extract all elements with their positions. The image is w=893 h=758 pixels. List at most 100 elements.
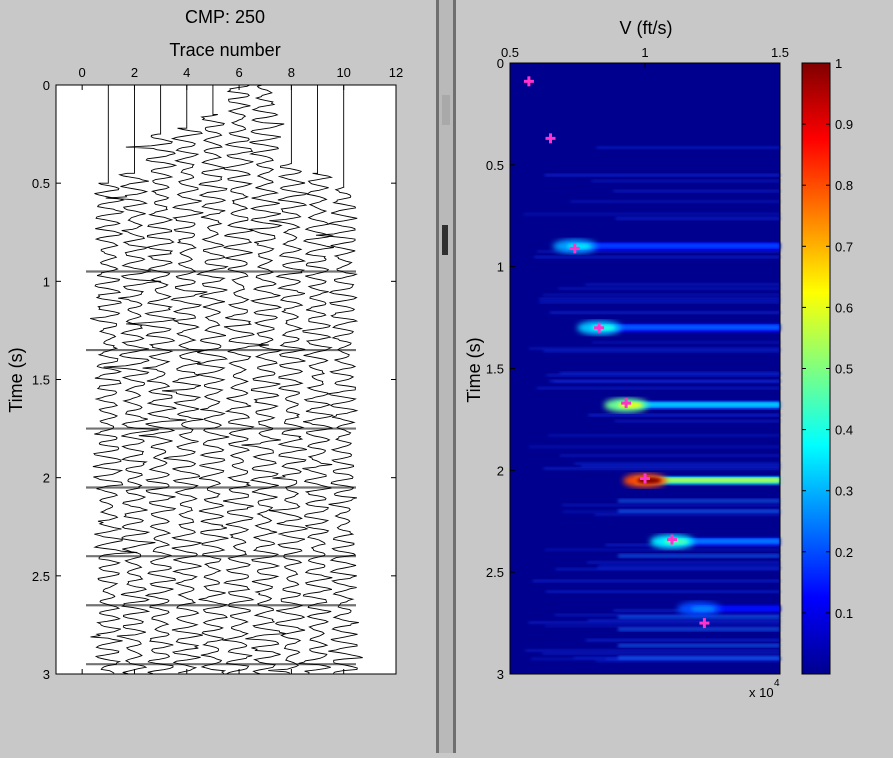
semblance-streak (588, 413, 780, 417)
semblance-streak (580, 464, 780, 468)
semblance-streak (532, 579, 780, 583)
semblance-streak (544, 548, 780, 552)
semblance-streak (561, 503, 780, 507)
semblance-streak (594, 513, 780, 517)
gather-x-tick-label: 0 (79, 65, 86, 80)
semblance-streak (554, 613, 780, 617)
semblance-chart: V (ft/s) Time (s) 0.5 1 1.5 00.511.522.53 … (464, 18, 853, 700)
colorbar-tick-label: 0.3 (835, 484, 853, 499)
semblance-y-tick-label: 1.5 (486, 362, 504, 377)
semblance-x-tick-label: 1 (641, 45, 648, 60)
semblance-streak (574, 462, 780, 466)
semblance-streak (539, 300, 780, 304)
velocity-pick[interactable] (569, 243, 580, 254)
gather-x-ticks: 0 2 4 6 8 10 12 (79, 65, 403, 674)
semblance-streak (548, 433, 780, 437)
seismic-trace (241, 84, 286, 675)
colorbar-tick-label: 0.5 (835, 362, 853, 377)
heatmap-background (510, 63, 780, 674)
semblance-band (618, 509, 780, 514)
semblance-streak (544, 173, 780, 177)
semblance-band (618, 498, 780, 503)
semblance-streak (549, 379, 780, 383)
velocity-pick[interactable] (621, 398, 632, 409)
gather-y-tick-label: 2 (43, 471, 50, 486)
semblance-streak (545, 624, 780, 628)
semblance-y-ticks: 0 0.5 1 1.5 2 2.5 3 (486, 56, 515, 682)
velocity-pick[interactable] (545, 133, 556, 144)
gather-x-tick-label: 4 (183, 65, 190, 80)
semblance-streak (539, 297, 780, 301)
gather-y-ticks: 0 0.5 1 1.5 2 2.5 3 (32, 78, 396, 682)
velocity-pick[interactable] (523, 76, 534, 87)
semblance-event-mid (691, 605, 780, 611)
semblance-streak (543, 466, 780, 470)
semblance-streak (559, 454, 780, 458)
seismic-trace (161, 85, 208, 674)
gather-y-tick-label: 3 (43, 667, 50, 682)
semblance-streak (543, 293, 780, 297)
semblance-streak (570, 200, 780, 204)
semblance-streak (558, 286, 780, 290)
cmp-gather-panel: CMP: 250 Trace number Time (s) 0 2 4 6 8 10 12… (0, 0, 436, 753)
colorbar-tick-label: 0.2 (835, 545, 853, 560)
semblance-streak (596, 146, 780, 150)
semblance-band (618, 643, 780, 648)
seismic-trace (222, 84, 269, 675)
semblance-streak (595, 659, 780, 663)
seismic-trace (125, 85, 187, 675)
gather-y-tick-label: 0.5 (32, 176, 50, 191)
semblance-streak (587, 618, 780, 622)
semblance-streak (587, 560, 780, 564)
semblance-streak (536, 386, 780, 390)
semblance-band (618, 655, 780, 660)
splitter-grip[interactable] (442, 225, 448, 255)
gather-x-tick-label: 12 (389, 65, 403, 80)
semblance-y-tick-label: 3 (497, 667, 504, 682)
colorbar-tick-label: 0.4 (835, 423, 853, 438)
semblance-streak (549, 311, 780, 315)
semblance-streak (546, 373, 780, 377)
seismic-trace (103, 85, 162, 675)
semblance-y-tick-label: 1 (497, 260, 504, 275)
semblance-x-tick-label: 0.5 (501, 45, 519, 60)
panel-splitter[interactable] (436, 0, 456, 753)
gather-x-tick-label: 6 (235, 65, 242, 80)
semblance-streak (528, 347, 780, 351)
semblance-streak (615, 216, 780, 220)
velocity-pick[interactable] (699, 618, 710, 629)
semblance-y-tick-label: 2.5 (486, 565, 504, 580)
colorbar-tick-label: 0.7 (835, 239, 853, 254)
semblance-y-label: Time (s) (464, 337, 484, 402)
semblance-streak (525, 649, 780, 653)
gather-x-tick-label: 8 (288, 65, 295, 80)
semblance-band (618, 614, 780, 619)
semblance-event-mid (618, 402, 780, 408)
velocity-scale-exponent: 4 (774, 678, 780, 689)
colorbar-tick-label: 0.9 (835, 117, 853, 132)
gather-title: CMP: 250 (185, 7, 265, 27)
seismic-trace (298, 85, 335, 674)
gather-y-tick-label: 0 (43, 78, 50, 93)
semblance-streak (598, 564, 780, 568)
semblance-streak (591, 179, 780, 183)
splitter-edge-left (436, 0, 439, 753)
semblance-streak (534, 255, 780, 259)
semblance-x-tick-label: 1.5 (771, 45, 789, 60)
semblance-event-mid (566, 243, 780, 249)
semblance-band (618, 627, 780, 632)
velocity-pick[interactable] (594, 322, 605, 333)
semblance-streak (543, 349, 780, 353)
semblance-y-tick-label: 0 (497, 56, 504, 71)
velocity-pick[interactable] (640, 473, 650, 484)
colorbar-ticks: 0.1 0.2 0.3 0.4 0.5 0.6 0.7 0.8 0.9 1 (802, 56, 853, 621)
semblance-streak (523, 212, 780, 216)
semblance-event-mid (664, 538, 780, 544)
velocity-pick[interactable] (667, 534, 677, 545)
seismic-trace (90, 85, 138, 674)
semblance-panel: V (ft/s) Time (s) 0.5 1 1.5 0 0.5 1 1.5 2 2.5 3 … (456, 0, 893, 753)
seismic-trace (268, 85, 309, 674)
gather-y-tick-label: 1.5 (32, 373, 50, 388)
gather-x-tick-label: 10 (336, 65, 350, 80)
semblance-streak (545, 590, 780, 594)
